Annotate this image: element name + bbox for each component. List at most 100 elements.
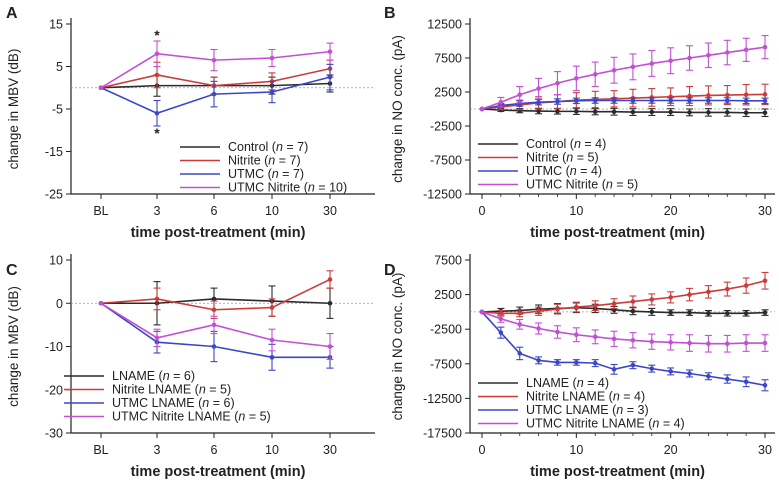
data-point bbox=[498, 310, 504, 316]
legend-n-open: ( bbox=[612, 403, 617, 417]
data-point bbox=[536, 308, 541, 314]
data-point bbox=[269, 55, 275, 61]
series-utmc-nitrite-lname bbox=[479, 309, 769, 353]
data-point bbox=[517, 310, 523, 316]
data-point bbox=[668, 98, 673, 103]
y-axis-label: change in NO conc. (pA) bbox=[390, 35, 405, 183]
data-point bbox=[668, 109, 673, 115]
legend-n-open: ( bbox=[264, 154, 269, 168]
legend-n-open: ( bbox=[562, 151, 567, 165]
y-tick-label: -30 bbox=[45, 427, 63, 441]
data-point bbox=[687, 55, 692, 61]
legend-n-value: = 7) bbox=[275, 154, 300, 168]
data-point bbox=[211, 307, 217, 313]
data-point bbox=[611, 98, 617, 103]
data-point bbox=[269, 305, 275, 310]
legend-n-symbol: n bbox=[616, 403, 623, 417]
data-point bbox=[327, 277, 333, 282]
x-axis-label: time post-treatment (min) bbox=[530, 225, 705, 241]
data-point bbox=[743, 47, 749, 53]
data-point bbox=[649, 366, 655, 371]
legend-series-name: LNAME bbox=[112, 369, 159, 383]
data-point bbox=[743, 92, 749, 98]
y-tick-label: -7500 bbox=[430, 357, 462, 371]
series-nitrite-lname bbox=[98, 270, 334, 319]
legend-n-symbol: n bbox=[606, 178, 613, 192]
legend-n-symbol: n bbox=[199, 383, 206, 397]
y-tick-label: -5 bbox=[52, 103, 63, 117]
x-tick-label: BL bbox=[93, 204, 108, 218]
x-axis-label: time post-treatment (min) bbox=[131, 225, 306, 241]
data-point bbox=[743, 283, 749, 288]
data-point bbox=[555, 360, 560, 365]
y-tick-label: -20 bbox=[45, 383, 63, 397]
legend-n-symbol: n bbox=[652, 417, 659, 431]
data-point bbox=[687, 310, 692, 315]
data-point bbox=[611, 109, 617, 115]
x-tick-label: 30 bbox=[323, 443, 337, 457]
data-point bbox=[154, 51, 160, 57]
x-tick-label: BL bbox=[93, 443, 108, 457]
data-point bbox=[724, 341, 730, 347]
legend: LNAME (n = 6)Nitrite LNAME (n = 5)UTMC L… bbox=[64, 369, 271, 424]
data-point bbox=[327, 49, 333, 54]
legend-series-name: LNAME bbox=[526, 376, 573, 390]
legend-n-open: ( bbox=[198, 396, 203, 410]
data-point bbox=[668, 369, 673, 374]
y-axis-label: change in MBV (dB) bbox=[6, 286, 21, 407]
data-point bbox=[649, 309, 655, 315]
x-tick-label: 6 bbox=[211, 443, 218, 457]
data-point bbox=[706, 373, 711, 379]
data-point bbox=[762, 278, 768, 284]
data-point bbox=[479, 106, 485, 112]
legend-label: UTMC (n = 4) bbox=[526, 164, 602, 178]
data-point bbox=[211, 91, 217, 97]
legend-label: Nitrite (n = 7) bbox=[228, 154, 301, 168]
y-tick-label: 10 bbox=[49, 254, 63, 268]
series-nitrite-lname bbox=[479, 271, 769, 318]
legend-n-value: = 4) bbox=[620, 390, 645, 404]
panel-c: C 10 0 -10 -20 -30 BL 3 6 10 30 time post-treatment… bbox=[6, 254, 375, 480]
x-tick-label: 20 bbox=[664, 443, 678, 457]
y-tick-label: 7500 bbox=[434, 52, 462, 66]
data-point bbox=[762, 92, 768, 97]
data-point bbox=[630, 362, 636, 368]
x-tick-label: 0 bbox=[479, 204, 486, 218]
legend-n-value: = 7) bbox=[279, 167, 304, 181]
data-point bbox=[743, 98, 749, 104]
legend-series-name: Control bbox=[526, 137, 570, 151]
data-point bbox=[668, 340, 673, 345]
y-tick-label: -25 bbox=[45, 188, 63, 202]
series-line bbox=[100, 278, 331, 311]
legend-label: Control (n = 7) bbox=[228, 140, 308, 154]
data-point bbox=[498, 99, 504, 105]
data-point bbox=[555, 109, 560, 114]
data-point bbox=[762, 382, 768, 388]
panel-b: B 12500 7500 2500 -2500 -7500 -12500 0 10 20 30 tim… bbox=[384, 5, 775, 241]
data-point bbox=[630, 299, 636, 304]
data-point bbox=[687, 292, 692, 297]
data-point bbox=[211, 296, 217, 302]
legend-n-symbol: n bbox=[163, 369, 170, 383]
legend-n-symbol: n bbox=[268, 154, 275, 168]
data-point bbox=[555, 306, 560, 312]
panel-label: A bbox=[6, 5, 18, 22]
data-point bbox=[743, 310, 749, 316]
legend-n-symbol: n bbox=[613, 390, 620, 404]
data-point bbox=[743, 340, 749, 346]
data-point bbox=[668, 58, 673, 64]
data-point bbox=[574, 98, 579, 104]
data-point bbox=[98, 300, 104, 306]
legend-n-symbol: n bbox=[202, 396, 209, 410]
legend-n-value: = 4) bbox=[659, 417, 684, 431]
series-control bbox=[479, 106, 769, 118]
series-utmc bbox=[479, 97, 769, 112]
data-point bbox=[592, 98, 598, 103]
y-tick-label: 2500 bbox=[434, 86, 462, 100]
x-axis-label: time post-treatment (min) bbox=[530, 464, 705, 480]
series-line bbox=[481, 93, 766, 110]
data-point bbox=[574, 304, 579, 310]
legend-n-value: = 4) bbox=[577, 164, 602, 178]
series-line bbox=[481, 311, 766, 387]
